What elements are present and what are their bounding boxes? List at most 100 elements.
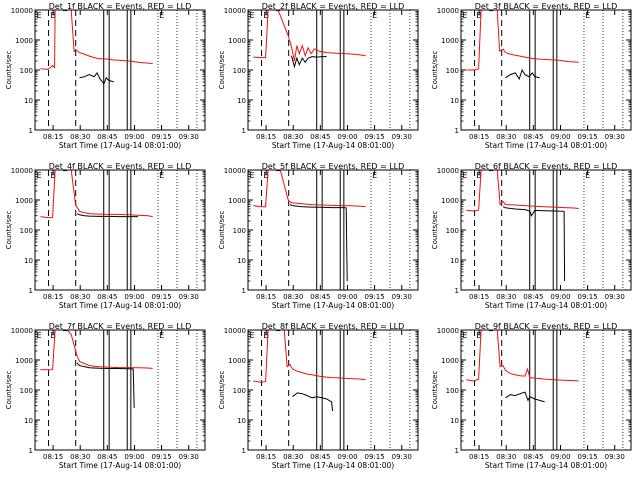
x-tick-label: 09:15 bbox=[578, 133, 598, 141]
x-tick-label: 09:15 bbox=[152, 293, 172, 301]
marker-label: E bbox=[462, 171, 467, 180]
x-tick-label: 09:00 bbox=[550, 453, 570, 461]
y-axis-label: Counts/sec bbox=[218, 51, 226, 90]
series-line-black bbox=[505, 391, 545, 403]
y-tick-label: 100 bbox=[20, 227, 33, 235]
x-tick-label: 08:15 bbox=[469, 453, 489, 461]
plot-frame bbox=[34, 9, 206, 131]
x-tick-label: 09:00 bbox=[124, 293, 144, 301]
x-tick-label: 09:15 bbox=[578, 453, 598, 461]
x-tick-label: 09:15 bbox=[365, 293, 385, 301]
marker-label: B bbox=[50, 171, 56, 180]
y-tick-label: 10000 bbox=[437, 167, 459, 175]
marker-label: B bbox=[263, 171, 269, 180]
x-tick-label: 09:30 bbox=[392, 453, 412, 461]
x-tick-label: 08:15 bbox=[469, 293, 489, 301]
x-axis-label: Start Time (17-Aug-14 08:01:00) bbox=[59, 301, 181, 310]
series-line-black bbox=[76, 362, 135, 409]
panel-title: Det_9f BLACK = Events, RED = LLD bbox=[475, 322, 618, 331]
marker-label: E bbox=[585, 171, 590, 180]
y-tick-label: 10 bbox=[450, 97, 459, 105]
series-line-red bbox=[40, 9, 153, 70]
marker-label: E bbox=[585, 331, 590, 340]
x-axis-label: Start Time (17-Aug-14 08:01:00) bbox=[272, 301, 394, 310]
x-tick-label: 09:00 bbox=[337, 293, 357, 301]
series-line-red bbox=[40, 169, 153, 219]
marker-label: B bbox=[476, 331, 482, 340]
series-line-black bbox=[291, 55, 327, 69]
series-line-red bbox=[253, 9, 366, 62]
y-tick-label: 1000 bbox=[228, 197, 246, 205]
marker-label: E bbox=[249, 11, 254, 20]
marker-label: E bbox=[462, 11, 467, 20]
marker-label: E bbox=[585, 11, 590, 20]
y-axis-label: Counts/sec bbox=[218, 371, 226, 410]
y-tick-label: 10 bbox=[237, 417, 246, 425]
x-tick-label: 08:45 bbox=[97, 133, 117, 141]
panel-title: Det_7f BLACK = Events, RED = LLD bbox=[49, 322, 192, 331]
x-axis-label: Start Time (17-Aug-14 08:01:00) bbox=[59, 141, 181, 150]
x-tick-label: 09:15 bbox=[578, 293, 598, 301]
marker-label: E bbox=[462, 331, 467, 340]
x-tick-label: 08:45 bbox=[310, 293, 330, 301]
y-tick-label: 10 bbox=[237, 97, 246, 105]
y-tick-label: 10000 bbox=[224, 7, 246, 15]
series-line-red bbox=[253, 169, 366, 208]
series-line-red bbox=[466, 9, 579, 71]
y-tick-label: 1 bbox=[29, 287, 33, 295]
x-tick-label: 09:30 bbox=[605, 293, 625, 301]
marker-label: E bbox=[36, 171, 41, 180]
y-tick-label: 10 bbox=[450, 417, 459, 425]
marker-label: E bbox=[159, 331, 164, 340]
y-tick-label: 1 bbox=[455, 127, 459, 135]
marker-label: E bbox=[159, 11, 164, 20]
y-tick-label: 10000 bbox=[11, 7, 33, 15]
y-tick-label: 1000 bbox=[441, 357, 459, 365]
plot-frame bbox=[247, 329, 419, 451]
x-tick-label: 08:45 bbox=[97, 453, 117, 461]
x-tick-label: 09:15 bbox=[152, 453, 172, 461]
x-tick-label: 08:15 bbox=[469, 133, 489, 141]
x-axis-label: Start Time (17-Aug-14 08:01:00) bbox=[485, 301, 607, 310]
plot-frame bbox=[247, 169, 419, 291]
x-tick-label: 08:15 bbox=[43, 453, 63, 461]
x-tick-label: 09:30 bbox=[392, 133, 412, 141]
series-line-red bbox=[40, 329, 153, 371]
panel-title: Det_5f BLACK = Events, RED = LLD bbox=[262, 162, 405, 171]
x-tick-label: 09:30 bbox=[392, 293, 412, 301]
y-tick-label: 10000 bbox=[11, 327, 33, 335]
series-line-black bbox=[502, 206, 566, 282]
x-tick-label: 09:15 bbox=[152, 133, 172, 141]
x-tick-label: 08:15 bbox=[43, 293, 63, 301]
marker-label: E bbox=[249, 331, 254, 340]
x-axis-label: Start Time (17-Aug-14 08:01:00) bbox=[485, 141, 607, 150]
y-tick-label: 10 bbox=[24, 417, 33, 425]
x-tick-label: 09:30 bbox=[179, 293, 199, 301]
y-axis-label: Counts/sec bbox=[431, 371, 439, 410]
marker-label: B bbox=[50, 331, 56, 340]
x-tick-label: 08:30 bbox=[283, 133, 303, 141]
y-tick-label: 10000 bbox=[224, 167, 246, 175]
y-tick-label: 100 bbox=[446, 67, 459, 75]
panel-title: Det_3f BLACK = Events, RED = LLD bbox=[475, 2, 618, 11]
y-tick-label: 1000 bbox=[228, 37, 246, 45]
marker-label: E bbox=[372, 11, 377, 20]
plot-frame bbox=[34, 169, 206, 291]
x-tick-label: 09:30 bbox=[179, 133, 199, 141]
plot-frame bbox=[460, 9, 632, 131]
x-tick-label: 09:00 bbox=[550, 133, 570, 141]
y-tick-label: 1000 bbox=[15, 357, 33, 365]
panel-title: Det_8f BLACK = Events, RED = LLD bbox=[262, 322, 405, 331]
x-tick-label: 08:30 bbox=[70, 293, 90, 301]
y-tick-label: 1000 bbox=[15, 197, 33, 205]
marker-label: E bbox=[159, 171, 164, 180]
panel-title: Det_2f BLACK = Events, RED = LLD bbox=[262, 2, 405, 11]
y-axis-label: Counts/sec bbox=[5, 211, 13, 250]
x-tick-label: 09:15 bbox=[365, 133, 385, 141]
x-tick-label: 08:15 bbox=[256, 293, 276, 301]
series-line-black bbox=[76, 213, 139, 218]
